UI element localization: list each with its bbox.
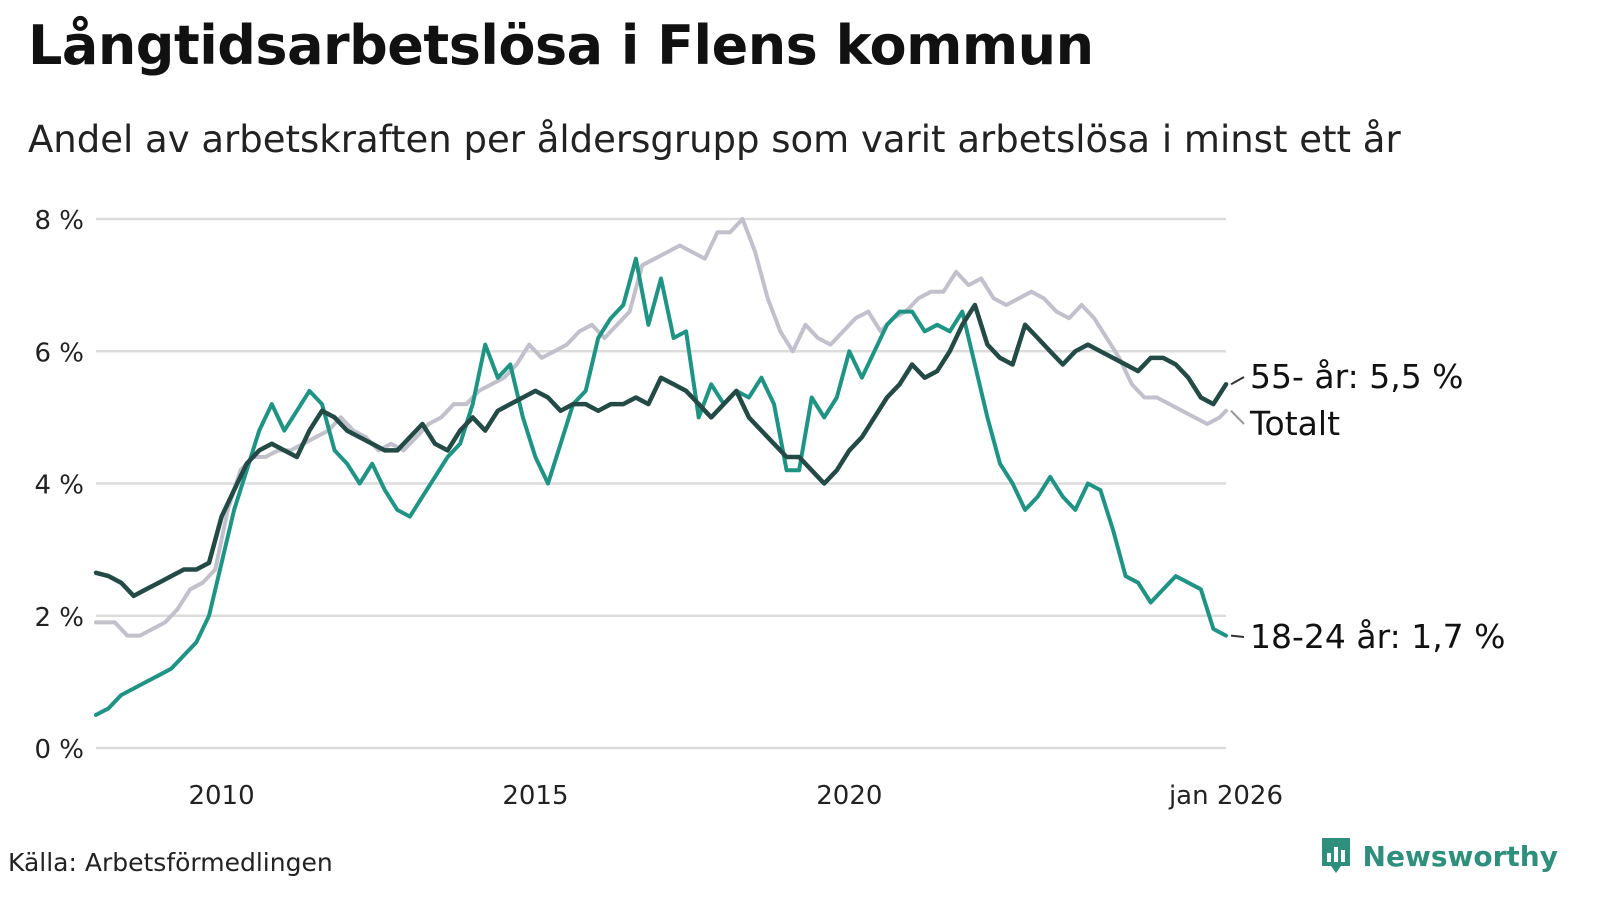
brand-logo[interactable]: Newsworthy bbox=[1319, 836, 1558, 876]
y-tick-label: 6 % bbox=[34, 338, 84, 368]
end-label-total: Totalt bbox=[1249, 404, 1340, 443]
series-line-total bbox=[94, 217, 1228, 638]
leader-line-total bbox=[1230, 410, 1245, 425]
chart-title: Långtidsarbetslösa i Flens kommun bbox=[28, 14, 1094, 77]
logo-bar bbox=[1326, 853, 1331, 862]
y-tick-label: 0 % bbox=[34, 735, 84, 765]
end-label-youth: 18-24 år: 1,7 % bbox=[1250, 617, 1506, 656]
logo-bar bbox=[1340, 850, 1345, 862]
x-axis: 2010 2015 2020 jan 2026 bbox=[188, 781, 1283, 811]
leader-line-youth bbox=[1230, 634, 1245, 638]
end-label-senior: 55- år: 5,5 % bbox=[1250, 357, 1464, 396]
logo-bar bbox=[1333, 847, 1338, 862]
line-chart: 0 % 2 % 4 % 6 % 8 % 2010 2015 2020 jan 2026 Tot… bbox=[34, 206, 1506, 811]
source-note: Källa: Arbetsförmedlingen bbox=[8, 848, 333, 877]
series-line-youth bbox=[94, 256, 1228, 717]
series-line-senior bbox=[93, 302, 1229, 599]
x-tick-label: 2010 bbox=[188, 781, 254, 811]
x-tick-label: jan 2026 bbox=[1168, 781, 1283, 811]
y-tick-label: 4 % bbox=[34, 471, 84, 501]
series-layer bbox=[93, 217, 1229, 717]
end-labels: Totalt 18-24 år: 1,7 % 55- år: 5,5 % bbox=[1230, 357, 1506, 656]
chart-subtitle: Andel av arbetskraften per åldersgrupp s… bbox=[28, 118, 1401, 161]
leader-line-senior bbox=[1230, 376, 1245, 386]
x-tick-label: 2015 bbox=[502, 781, 568, 811]
bar-chart-logo-icon bbox=[1321, 838, 1350, 873]
brand-name: Newsworthy bbox=[1362, 839, 1558, 873]
y-tick-label: 2 % bbox=[34, 603, 84, 633]
grid-layer bbox=[96, 217, 1226, 750]
x-tick-label: 2020 bbox=[816, 781, 882, 811]
y-axis: 0 % 2 % 4 % 6 % 8 % bbox=[34, 206, 84, 765]
y-tick-label: 8 % bbox=[34, 206, 84, 236]
